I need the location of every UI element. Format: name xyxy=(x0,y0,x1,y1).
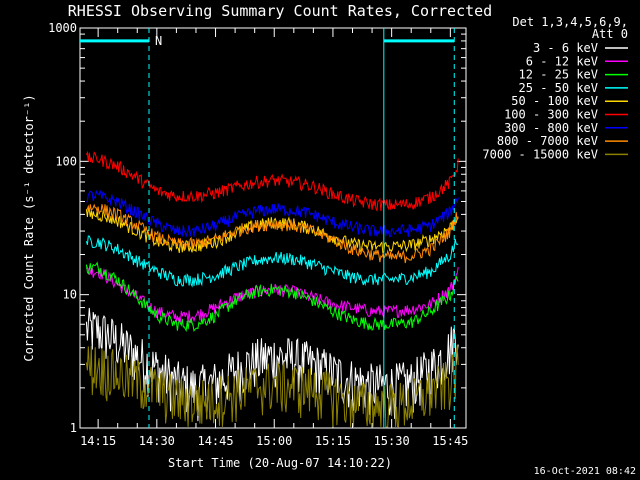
x-tick-label: 15:15 xyxy=(315,434,351,448)
legend-entry: 50 - 100 keV xyxy=(511,94,598,108)
y-tick-label: 100 xyxy=(55,154,77,168)
series-line xyxy=(85,150,459,212)
plot-frame xyxy=(79,27,467,429)
legend-entry: 100 - 300 keV xyxy=(504,108,598,122)
x-tick-label: 14:45 xyxy=(197,434,233,448)
y-axis-label: Corrected Count Rate (s⁻¹ detector⁻¹) xyxy=(22,94,36,361)
y-tick-label: 1000 xyxy=(48,21,77,35)
series-line xyxy=(85,261,459,333)
y-axis: 1 10 100 1000 xyxy=(48,21,466,435)
y-tick-label: 10 xyxy=(63,288,77,302)
series-line xyxy=(86,189,459,238)
legend-header: Att 0 xyxy=(592,27,628,41)
x-axis-label: Start Time (20-Aug-07 14:10:22) xyxy=(168,456,392,470)
y-tick-label: 1 xyxy=(70,421,77,435)
series-line xyxy=(85,235,459,288)
x-tick-label: 15:45 xyxy=(432,434,468,448)
legend-entry: 12 - 25 keV xyxy=(519,68,598,82)
x-tick-label: 15:30 xyxy=(374,434,410,448)
x-tick-label: 15:00 xyxy=(256,434,292,448)
legend-header: Det 1,3,4,5,6,9, xyxy=(512,15,628,29)
series-line xyxy=(86,203,459,264)
legend-entry: 7000 - 15000 keV xyxy=(482,147,598,161)
flag-label: N xyxy=(155,34,162,48)
chart-title: RHESSI Observing Summary Count Rates, Co… xyxy=(68,2,492,20)
legend-entry: 6 - 12 keV xyxy=(526,54,598,68)
flag-markers xyxy=(80,28,455,428)
legend-entry: 3 - 6 keV xyxy=(533,41,598,55)
x-axis: 14:15 14:30 14:45 15:00 15:15 15:30 15:45 xyxy=(80,28,468,448)
x-tick-label: 14:15 xyxy=(80,434,116,448)
timestamp: 16-Oct-2021 08:42 xyxy=(534,466,636,477)
series-line xyxy=(85,344,459,428)
legend-entry: 25 - 50 keV xyxy=(519,81,598,95)
axes-frame xyxy=(79,27,467,429)
legend-entry: 800 - 7000 keV xyxy=(497,134,598,148)
x-tick-label: 14:30 xyxy=(139,434,175,448)
legend-entry: 300 - 800 keV xyxy=(504,121,598,135)
series-group xyxy=(85,150,459,428)
